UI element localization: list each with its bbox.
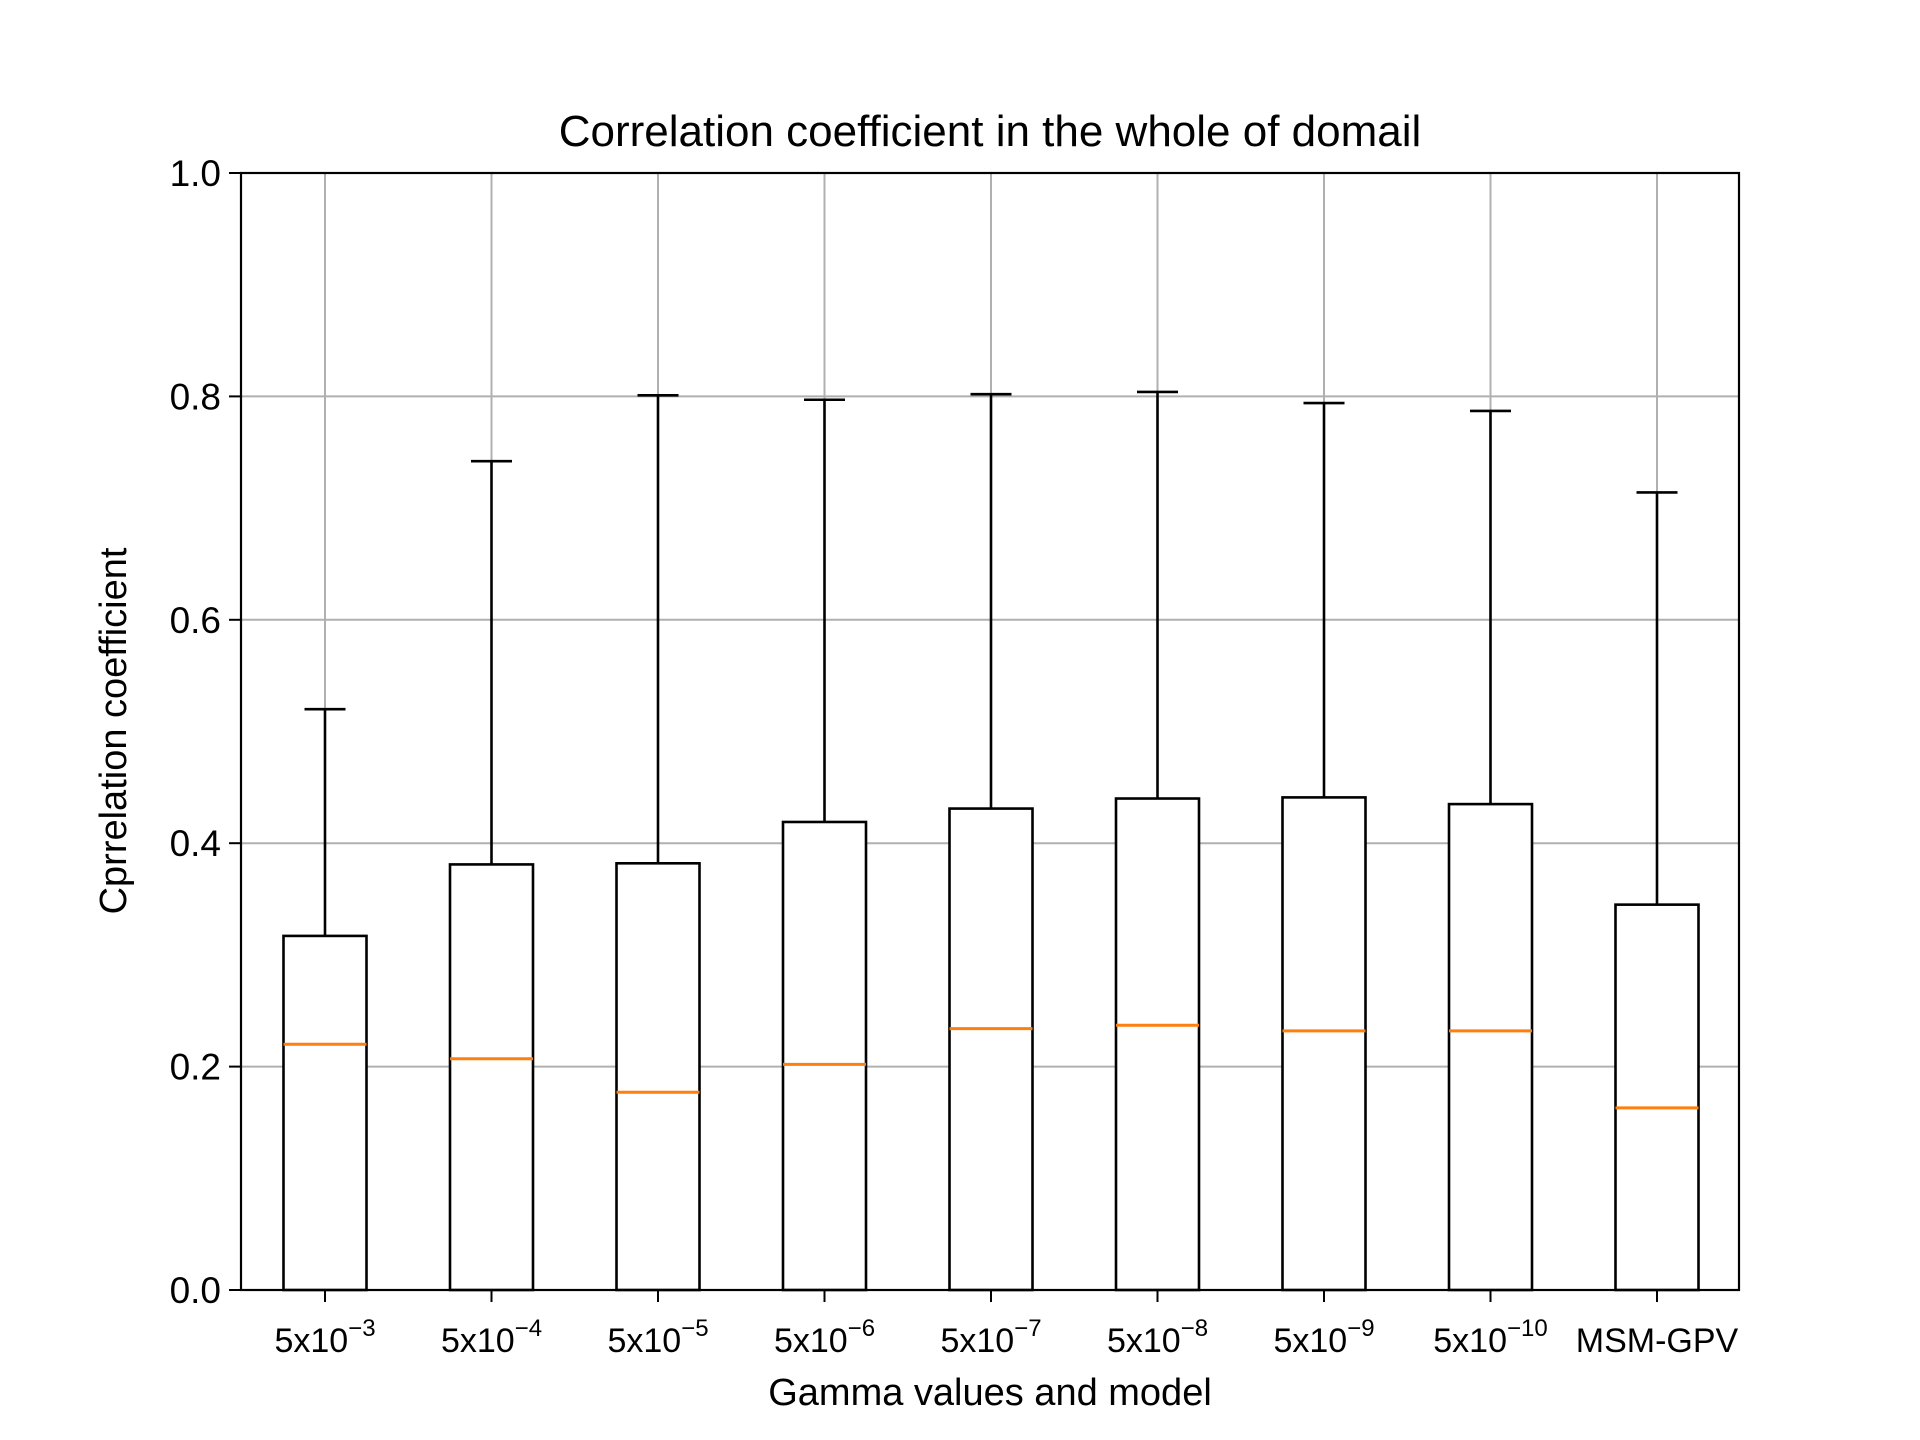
- x-tick-label-exponent: −4: [515, 1315, 542, 1342]
- box-iqr: [1281, 796, 1367, 1292]
- y-tick-label: 1.0: [170, 153, 221, 194]
- x-tick-label: 5x10−9: [1273, 1315, 1374, 1360]
- x-tick-label: 5x10−8: [1107, 1315, 1208, 1360]
- x-tick-label-exponent: −10: [1507, 1315, 1548, 1342]
- y-axis-label: Cprrelation coefficient: [93, 547, 135, 914]
- x-tick-label-exponent: −6: [848, 1315, 875, 1342]
- x-tick-label-base: 5x10: [1273, 1322, 1347, 1360]
- x-tick-label: 5x10−10: [1433, 1315, 1547, 1360]
- x-tick-label-exponent: −8: [1181, 1315, 1208, 1342]
- box-iqr: [448, 863, 535, 1292]
- x-tick-label-base: MSM-GPV: [1576, 1322, 1739, 1360]
- x-tick-label-base: 5x10: [441, 1322, 515, 1360]
- x-tick-label-base: 5x10: [274, 1322, 348, 1360]
- y-tick-label: 0.8: [170, 376, 221, 417]
- box-iqr: [1447, 802, 1534, 1292]
- x-tick-label-exponent: −3: [348, 1315, 375, 1342]
- box-iqr: [948, 807, 1034, 1292]
- x-tick-label-base: 5x10: [1433, 1322, 1507, 1360]
- x-tick-label: 5x10−7: [940, 1315, 1041, 1360]
- x-tick-label-base: 5x10: [774, 1322, 848, 1360]
- box-iqr: [1114, 797, 1201, 1292]
- box-iqr: [282, 934, 368, 1292]
- x-tick-label: 5x10−3: [274, 1315, 375, 1360]
- y-tick-label: 0.6: [170, 600, 221, 641]
- box-iqr: [615, 862, 701, 1292]
- x-tick-label: 5x10−5: [607, 1315, 708, 1360]
- x-tick-label: 5x10−6: [774, 1315, 875, 1360]
- x-tick-label-base: 5x10: [1107, 1322, 1181, 1360]
- y-tick-label: 0.0: [170, 1270, 221, 1311]
- y-tick-label: 0.4: [170, 823, 221, 864]
- y-tick-label: 0.2: [170, 1047, 221, 1088]
- x-tick-label: MSM-GPV: [1576, 1322, 1739, 1360]
- x-tick-label-exponent: −9: [1347, 1315, 1374, 1342]
- x-tick-label-exponent: −5: [681, 1315, 708, 1342]
- x-axis-label: Gamma values and model: [768, 1372, 1212, 1414]
- box-iqr: [1614, 903, 1700, 1292]
- x-tick-label-exponent: −7: [1014, 1315, 1041, 1342]
- x-tick-label: 5x10−4: [441, 1315, 542, 1360]
- x-tick-label-base: 5x10: [607, 1322, 681, 1360]
- chart-title: Correlation coefficient in the whole of …: [559, 107, 1422, 156]
- box-iqr: [781, 820, 868, 1292]
- x-tick-label-base: 5x10: [940, 1322, 1014, 1360]
- box-layer: [282, 390, 1700, 1292]
